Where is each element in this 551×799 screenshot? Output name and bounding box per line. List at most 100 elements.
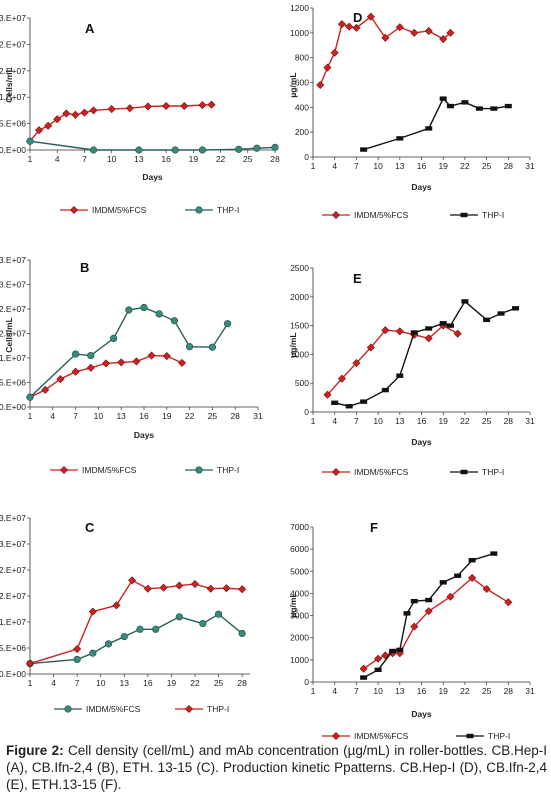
data-point [512, 306, 520, 311]
y-tick-label: 2.E+07 [0, 329, 26, 339]
caption-text: Cell density (cell/mL) and mAb concentra… [6, 743, 547, 792]
data-point [439, 580, 447, 585]
data-point [140, 303, 148, 312]
y-tick-label: 5.E+06 [0, 119, 26, 129]
data-point [424, 26, 433, 35]
data-point [214, 610, 223, 618]
y-tick-label: 600 [295, 78, 309, 88]
data-point [381, 387, 389, 393]
y-tick-label: 2.E+07 [0, 304, 26, 314]
data-point [171, 146, 179, 154]
x-tick-label: 19 [162, 411, 172, 421]
chart-panel-a: 0.E+00 5.E+06 1.E+07 2.E+07 2.E+07 3.E+07 1 4 7 1… [0, 13, 280, 215]
x-tick-label: 10 [94, 411, 104, 421]
data-point [253, 144, 261, 152]
legend-marker [331, 210, 341, 220]
data-point [235, 145, 243, 153]
x-tick-label: 16 [417, 416, 427, 426]
x-tick-label: 28 [270, 154, 280, 164]
x-tick-label: 1 [311, 416, 316, 426]
data-point [186, 343, 194, 351]
x-tick-label: 31 [525, 416, 535, 426]
x-tick-label: 28 [504, 686, 514, 696]
data-point [112, 601, 121, 610]
legend-marker [64, 705, 72, 713]
panel-label: E [353, 271, 362, 286]
x-tick-label: 4 [55, 154, 60, 164]
data-point [403, 611, 411, 616]
x-tick-label: 13 [395, 686, 405, 696]
data-point [155, 310, 163, 318]
y-axis-label: µg/mL [288, 72, 298, 97]
data-point [381, 33, 390, 42]
data-point [374, 667, 382, 673]
data-point [425, 326, 433, 331]
data-point [56, 375, 65, 384]
x-tick-label: 25 [482, 161, 492, 171]
y-tick-label: 800 [295, 53, 309, 63]
legend-marker [460, 469, 468, 475]
x-axis-label: Days [411, 182, 432, 192]
chart-panel-b: 0.E+00 5.E+06 1.E+07 2.E+07 2.E+07 3.E+07 3.E+… [0, 255, 263, 475]
x-tick-label: 13 [134, 154, 144, 164]
y-axis-label: µg/mL [288, 332, 298, 357]
data-point [490, 106, 498, 111]
legend-marker [460, 212, 468, 218]
x-tick-label: 1 [311, 161, 316, 171]
x-tick-label: 19 [189, 154, 199, 164]
data-point [352, 359, 361, 368]
y-tick-label: 1000 [290, 28, 309, 38]
y-tick-label: 1500 [290, 321, 309, 331]
data-point [352, 23, 361, 32]
data-point [446, 592, 455, 601]
x-tick-label: 28 [230, 411, 240, 421]
data-point [366, 12, 375, 21]
data-point [190, 580, 200, 589]
data-point [439, 35, 448, 44]
x-tick-label: 7 [82, 154, 87, 164]
data-point [424, 334, 433, 343]
panel-label: C [85, 520, 95, 535]
legend-marker [69, 205, 79, 215]
data-point [504, 103, 512, 109]
x-tick-label: 22 [460, 686, 470, 696]
data-point [175, 581, 184, 590]
y-axis-label: Cells/mL [4, 317, 14, 352]
x-tick-label: 22 [216, 154, 226, 164]
data-point [109, 334, 118, 343]
x-tick-label: 4 [50, 411, 55, 421]
y-tick-label: 5.E+06 [0, 643, 26, 653]
caption-label: Figure 2: [6, 743, 64, 758]
data-point [410, 622, 419, 631]
legend-label: IMDM/5%FCS [82, 465, 137, 475]
y-tick-label: 1200 [290, 3, 309, 13]
figure-2: 0.E+00 5.E+06 1.E+07 2.E+07 2.E+07 3.E+07 1 4 7 1… [0, 3, 535, 740]
y-tick-label: 2.E+07 [0, 66, 26, 76]
x-tick-label: 22 [185, 411, 195, 421]
data-point [359, 664, 368, 673]
x-tick-label: 19 [167, 678, 177, 688]
series-line [363, 552, 495, 679]
data-point [162, 101, 171, 111]
legend-label: THP-I [217, 205, 239, 215]
x-tick-label: 28 [237, 678, 247, 688]
data-point [389, 648, 397, 654]
series-line [334, 300, 516, 407]
data-point [199, 619, 207, 628]
legend-label: THP-I [482, 467, 504, 477]
data-point [475, 106, 483, 111]
x-tick-label: 16 [139, 411, 149, 421]
y-tick-label: 2000 [290, 633, 309, 643]
data-point [360, 675, 368, 680]
legend-marker [59, 465, 69, 475]
data-point [345, 22, 354, 31]
series-line [326, 324, 459, 396]
x-tick-label: 19 [438, 161, 448, 171]
panel-label: B [80, 260, 89, 275]
data-point [424, 607, 433, 616]
series-line [319, 15, 451, 86]
x-tick-label: 22 [460, 416, 470, 426]
data-point [26, 137, 34, 145]
y-tick-label: 1.E+07 [0, 92, 26, 102]
x-tick-label: 13 [395, 161, 405, 171]
